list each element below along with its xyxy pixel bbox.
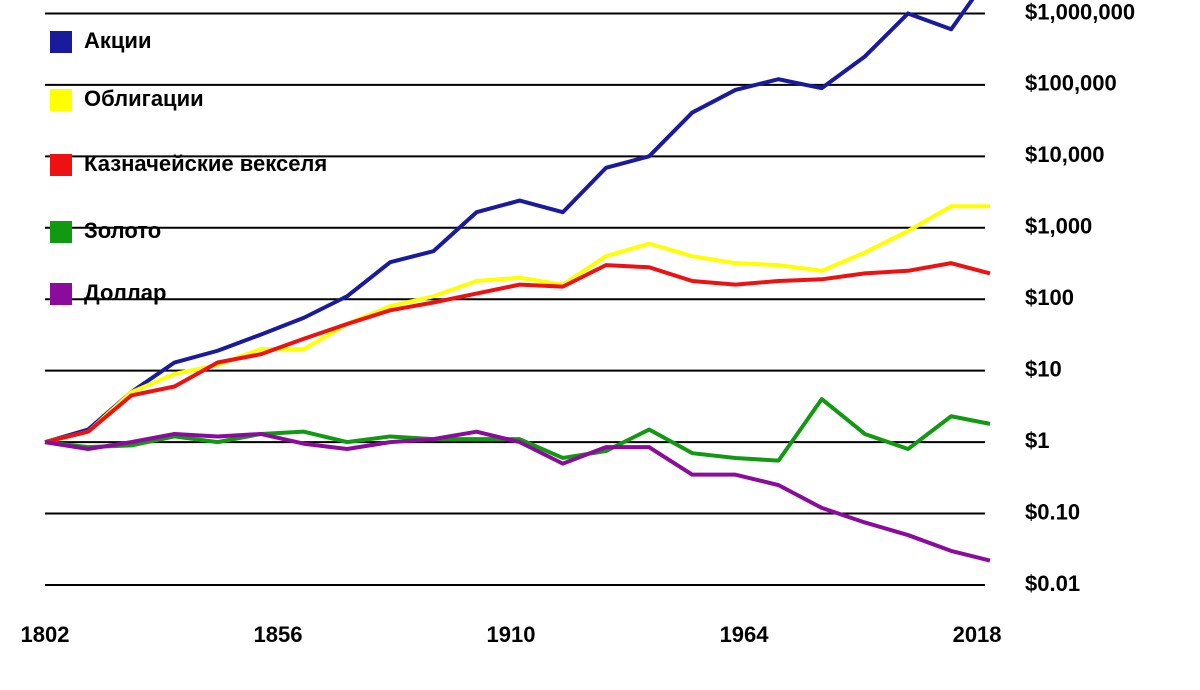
y-tick-label: $10 (1025, 356, 1062, 381)
legend-label: Доллар (84, 280, 166, 305)
legend-label: Казначейские векселя (84, 151, 327, 176)
x-tick-label: 1964 (720, 622, 770, 647)
legend-swatch (50, 154, 72, 176)
y-tick-label: $0.10 (1025, 499, 1080, 524)
y-tick-label: $1,000 (1025, 214, 1092, 239)
series-line (44, 261, 991, 445)
y-tick-label: $1 (1025, 428, 1049, 453)
y-tick-label: $1,000,000 (1025, 0, 1135, 24)
x-tick-label: 2018 (953, 622, 1002, 647)
y-tick-label: $100,000 (1025, 71, 1117, 96)
y-tick-label: $10,000 (1025, 142, 1105, 167)
legend-swatch (50, 89, 72, 111)
legend-label: Облигации (84, 86, 204, 111)
y-tick-label: $0.01 (1025, 571, 1080, 596)
legend-swatch (50, 221, 72, 243)
legend-swatch (50, 283, 72, 305)
legend-label: Золото (84, 218, 161, 243)
y-tick-label: $100 (1025, 285, 1074, 310)
x-tick-label: 1910 (487, 622, 536, 647)
series-line (44, 429, 991, 563)
x-tick-label: 1802 (21, 622, 70, 647)
series-line (44, 0, 975, 445)
series-line (44, 204, 990, 445)
legend-label: Акции (84, 28, 151, 53)
series-line (44, 397, 991, 463)
x-tick-label: 1856 (254, 622, 303, 647)
legend-swatch (50, 31, 72, 53)
